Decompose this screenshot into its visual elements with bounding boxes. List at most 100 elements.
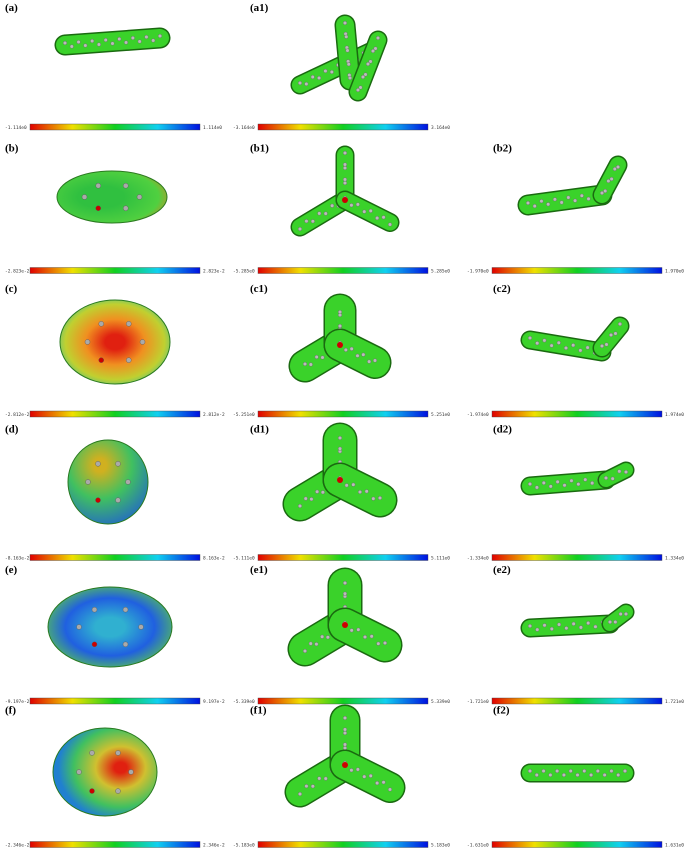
atom: [343, 731, 348, 736]
colorbar-max-label: 1.114e0: [203, 125, 222, 131]
atom: [343, 591, 348, 596]
atom: [355, 767, 360, 772]
atom: [315, 489, 320, 494]
atom: [388, 222, 393, 227]
atom: [298, 226, 303, 231]
panel: (f) -2.346e-2 2.346e-2: [5, 705, 225, 849]
atom: [383, 641, 388, 646]
atom: [85, 479, 91, 485]
atom: [528, 624, 533, 629]
panel: (d1) -5.111e0 5.111e0: [233, 422, 450, 562]
atom: [115, 750, 121, 756]
atom: [623, 769, 628, 774]
atom: [535, 341, 540, 346]
colorbar-max-label: 5.183e0: [431, 843, 450, 849]
atom: [343, 165, 348, 170]
colorbar-min-label: -1.974e0: [467, 412, 489, 418]
atom: [624, 470, 629, 475]
atom: [612, 166, 617, 171]
molecule: [520, 603, 635, 638]
colorbar-min-label: -9.197e-2: [5, 699, 30, 705]
panel: (f2) -1.631e0 1.631e0: [467, 705, 684, 849]
colorbar-max-label: 5.339e0: [431, 699, 450, 705]
colorbar: [29, 554, 201, 561]
atom: [548, 773, 553, 778]
atom: [338, 310, 343, 315]
colorbar-min-label: -5.339e0: [233, 699, 255, 705]
molecule: [520, 763, 635, 783]
panel: (c1) -5.251e0 5.251e0: [233, 283, 450, 418]
panel-label: (f): [5, 705, 16, 717]
atom: [349, 346, 354, 351]
atom: [314, 355, 319, 360]
atom: [343, 347, 348, 352]
atom: [323, 211, 328, 216]
atom: [130, 36, 135, 41]
atom: [348, 75, 353, 80]
surface: [522, 332, 610, 360]
panel: (e1) -5.339e0 5.339e0: [233, 564, 450, 705]
atom: [90, 39, 95, 44]
atom: [323, 68, 328, 73]
colorbar: [491, 841, 663, 848]
colorbar-min-label: -2.812e-2: [5, 412, 30, 418]
colorbar-min-label: -5.183e0: [233, 843, 255, 849]
atom: [323, 776, 328, 781]
colorbar-max-label: 1.970e0: [665, 269, 684, 275]
colorbar: [29, 410, 201, 418]
atom: [600, 344, 605, 349]
atom: [528, 482, 533, 487]
atom: [123, 183, 129, 189]
atom: [582, 769, 587, 774]
atom: [366, 62, 371, 67]
panel-label: (e1): [250, 564, 268, 576]
atom: [344, 34, 349, 39]
atom: [532, 204, 537, 209]
atom: [304, 784, 309, 789]
colorbar-max-label: 2.346e-2: [203, 843, 225, 849]
panel-label: (c1): [250, 283, 268, 295]
atom: [342, 197, 348, 203]
atom: [83, 43, 88, 48]
colorbar: [491, 697, 663, 705]
panel-label: (d): [5, 424, 19, 436]
atom: [349, 203, 354, 208]
panel: (d) -8.163e-2 8.163e-2: [5, 424, 225, 562]
atom: [369, 634, 374, 639]
atom: [349, 628, 354, 633]
atom: [546, 202, 551, 207]
atom: [617, 469, 622, 474]
atom: [566, 195, 571, 200]
atom: [609, 769, 614, 774]
atom: [362, 774, 367, 779]
atom: [541, 769, 546, 774]
colorbar: [257, 554, 429, 561]
panel-label: (a): [5, 2, 18, 14]
colorbar-max-label: 5.285e0: [431, 269, 450, 275]
atom: [320, 634, 325, 639]
atom: [571, 621, 576, 626]
colorbar: [257, 697, 429, 705]
atom: [568, 769, 573, 774]
atom: [349, 768, 354, 773]
atom: [564, 346, 569, 351]
surface: [67, 439, 149, 525]
atom: [126, 321, 132, 327]
surface: [47, 586, 173, 668]
atom: [96, 42, 101, 47]
atom: [103, 38, 108, 43]
atom: [364, 489, 369, 494]
atom: [343, 727, 348, 732]
panel: (c2) -1.974e0 1.974e0: [467, 283, 684, 418]
atom: [609, 333, 614, 338]
molecule: [47, 586, 173, 668]
atom: [557, 622, 562, 627]
atom: [137, 39, 142, 44]
panel-label: (a1): [250, 2, 269, 14]
atom: [616, 164, 621, 169]
colorbar-max-label: 2.823e-2: [203, 269, 225, 275]
atom: [618, 322, 623, 327]
atom: [606, 178, 611, 183]
atom: [368, 59, 373, 64]
panel: (d2) -1.334e0 1.334e0: [467, 424, 684, 562]
